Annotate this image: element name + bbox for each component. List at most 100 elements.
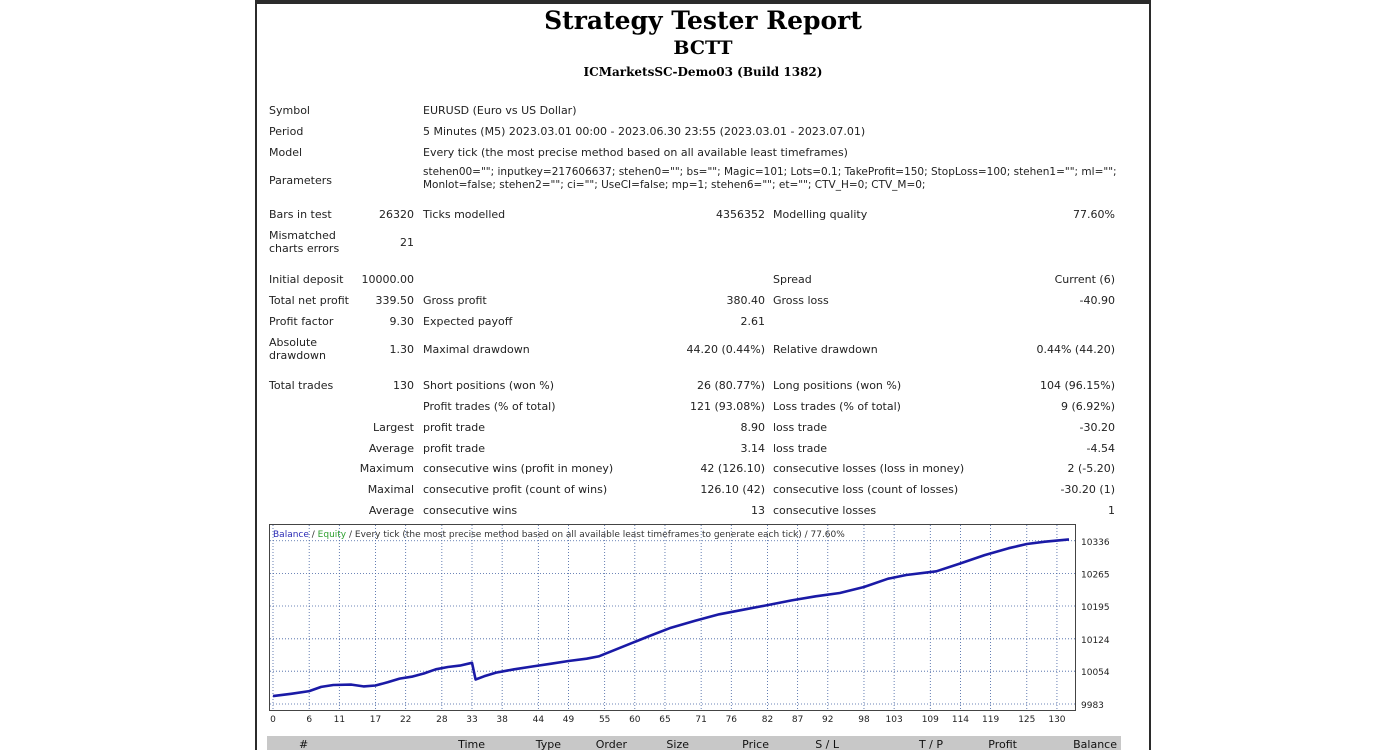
bars-label: Bars in test (269, 208, 332, 221)
x-tick-label: 0 (270, 715, 276, 724)
y-tick-label: 9983 (1081, 701, 1104, 711)
parameters-label: Parameters (269, 174, 332, 187)
short-positions-label: Short positions (won %) (423, 379, 555, 392)
expert-name: BCTT (673, 37, 733, 59)
expected-payoff-label: Expected payoff (423, 315, 513, 328)
symbol-value: EURUSD (Euro vs US Dollar) (423, 104, 577, 117)
x-tick-label: 119 (982, 715, 999, 724)
total-trades-value: 130 (393, 379, 414, 392)
x-tick-label: 38 (496, 715, 508, 724)
profit-trades-label: Profit trades (% of total) (423, 400, 556, 413)
net-profit-value: 339.50 (375, 294, 415, 307)
average-consecutive-wins-value: 13 (751, 504, 765, 517)
spread-value: Current (6) (1054, 273, 1115, 286)
col-sl: S / L (815, 738, 839, 750)
x-tick-label: 103 (886, 715, 903, 724)
deposit-label: Initial deposit (269, 273, 344, 286)
average-consecutive-wins-label: consecutive wins (423, 504, 518, 517)
col-number: # (299, 738, 309, 750)
average-loss-label: loss trade (773, 442, 828, 455)
col-time: Time (458, 738, 485, 750)
spread-label: Spread (773, 273, 812, 286)
long-positions-value: 104 (96.15%) (1039, 379, 1115, 392)
trades-table-header: # Time Type Order Size Price S / L T / P… (267, 736, 1121, 750)
chart-legend: Balance / Equity / Every tick (the most … (273, 530, 845, 540)
loss-trades-value: 9 (6.92%) (1060, 400, 1115, 413)
max-consecutive-wins-label: consecutive wins (profit in money) (423, 462, 614, 475)
x-tick-label: 109 (922, 715, 939, 724)
legend-separator: / (309, 530, 318, 540)
x-tick-label: 65 (659, 715, 670, 724)
x-tick-label: 76 (726, 715, 738, 724)
relative-drawdown-label: Relative drawdown (773, 343, 878, 356)
average-label: Average (368, 442, 414, 455)
x-tick-label: 11 (334, 715, 345, 724)
short-positions-value: 26 (80.77%) (696, 379, 765, 392)
model-label: Model (269, 146, 303, 159)
maximal-consecutive-loss-label: consecutive loss (count of losses) (773, 483, 959, 496)
legend-description: / Every tick (the most precise method ba… (346, 530, 845, 540)
deposit-value: 10000.00 (361, 273, 415, 286)
x-tick-label: 28 (436, 715, 448, 724)
maximal-label: Maximal (367, 483, 414, 496)
x-tick-label: 130 (1048, 715, 1065, 724)
x-tick-label: 125 (1018, 715, 1035, 724)
symbol-label: Symbol (269, 104, 310, 117)
x-tick-label: 60 (629, 715, 641, 724)
plot-frame (269, 524, 1076, 711)
x-tick-label: 87 (792, 715, 803, 724)
parameters-line-1: stehen00=""; inputkey=217606637; stehen0… (423, 166, 1117, 178)
x-tick-label: 114 (952, 715, 969, 724)
ticks-label: Ticks modelled (423, 208, 506, 221)
gross-loss-value: -40.90 (1079, 294, 1115, 307)
report-title: Strategy Tester Report (544, 6, 862, 35)
profit-factor-value: 9.30 (389, 315, 415, 328)
average-loss-value: -4.54 (1086, 442, 1115, 455)
maximal-consecutive-profit-value: 126.10 (42) (700, 483, 765, 496)
largest-profit-value: 8.90 (740, 421, 766, 434)
balance-chart: 10336 10265 10195 10124 10054 9983 0 6 11 17 22 28… (269, 524, 1137, 724)
absolute-drawdown-value: 1.30 (389, 343, 415, 356)
gross-loss-label: Gross loss (773, 294, 829, 307)
col-tp: T / P (918, 738, 943, 750)
period-label: Period (269, 125, 304, 138)
mismatched-value: 21 (400, 236, 414, 249)
col-price: Price (742, 738, 769, 750)
x-tick-label: 49 (563, 715, 575, 724)
average-profit-value: 3.14 (740, 442, 766, 455)
expected-payoff-value: 2.61 (740, 315, 766, 328)
average-consecutive-label: Average (368, 504, 414, 517)
col-profit: Profit (988, 738, 1017, 750)
maximum-label: Maximum (359, 462, 414, 475)
window-top-border (257, 0, 1149, 4)
x-tick-label: 44 (533, 715, 545, 724)
col-balance: Balance (1073, 738, 1117, 750)
period-value: 5 Minutes (M5) 2023.03.01 00:00 - 2023.0… (423, 125, 866, 138)
x-tick-label: 98 (858, 715, 870, 724)
grid-lines (270, 525, 1075, 710)
maximal-consecutive-loss-value: -30.20 (1) (1060, 483, 1115, 496)
x-tick-label: 22 (400, 715, 411, 724)
maximal-consecutive-profit-label: consecutive profit (count of wins) (423, 483, 608, 496)
col-type: Type (535, 738, 561, 750)
x-tick-label: 55 (599, 715, 610, 724)
y-tick-label: 10124 (1081, 636, 1110, 646)
max-consecutive-losses-value: 2 (-5.20) (1067, 462, 1115, 475)
max-consecutive-wins-value: 42 (126.10) (700, 462, 765, 475)
series-layer (272, 538, 1070, 698)
largest-loss-value: -30.20 (1079, 421, 1115, 434)
average-profit-label: profit trade (423, 442, 486, 455)
ticks-value: 4356352 (716, 208, 765, 221)
balance-chart-svg: 10336 10265 10195 10124 10054 9983 0 6 11 17 22 28… (269, 524, 1110, 724)
maximal-drawdown-value: 44.20 (0.44%) (686, 343, 765, 356)
profit-trades-value: 121 (93.08%) (689, 400, 765, 413)
x-tick-label: 71 (695, 715, 706, 724)
balance-line (272, 538, 1070, 698)
col-size: Size (666, 738, 689, 750)
legend-equity: Equity (318, 530, 347, 540)
bars-value: 26320 (379, 208, 414, 221)
gross-profit-value: 380.40 (726, 294, 766, 307)
col-order: Order (595, 738, 627, 750)
x-tick-labels: 0 6 11 17 22 28 33 38 44 49 55 60 65 71 76 82 87 92 98 103 1… (270, 715, 1066, 724)
modelling-quality-value: 77.60% (1073, 208, 1115, 221)
